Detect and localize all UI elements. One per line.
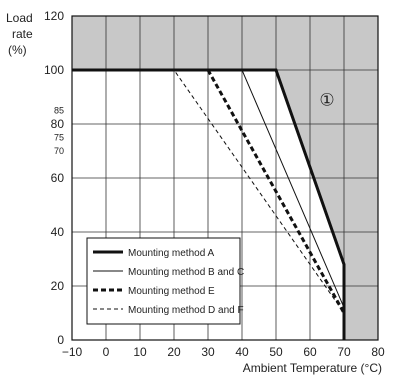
y-minor-tick-label: 70 xyxy=(54,146,64,156)
x-axis-label: Ambient Temperature (°C) xyxy=(243,361,382,375)
x-tick-label: 10 xyxy=(133,345,147,359)
legend: Mounting method A Mounting method B and C… xyxy=(86,237,244,325)
tick-labels: −10 0 10 20 30 40 50 60 70 8002040608010012085757… xyxy=(44,9,385,359)
y-axis-label-line: Load xyxy=(6,11,33,25)
x-tick-label: 20 xyxy=(167,345,181,359)
x-tick-label: 50 xyxy=(269,345,283,359)
shaded-region xyxy=(72,16,378,340)
y-tick-label: 100 xyxy=(44,63,64,77)
legend-entry-label: Mounting method D and F xyxy=(128,305,244,316)
y-axis-label-line: rate xyxy=(12,27,33,41)
legend-entry-label: Mounting method B and C xyxy=(128,267,244,278)
x-tick-label: −10 xyxy=(62,345,83,359)
x-tick-label: 0 xyxy=(103,345,110,359)
y-tick-label: 60 xyxy=(51,171,65,185)
x-tick-label: 60 xyxy=(303,345,317,359)
y-tick-label: 20 xyxy=(51,279,65,293)
shaded-area xyxy=(72,16,378,340)
x-tick-label: 80 xyxy=(371,345,385,359)
y-axis-label-line: (%) xyxy=(8,43,27,57)
series-lines xyxy=(72,68,346,340)
plot-frame xyxy=(71,15,379,341)
y-tick-label: 80 xyxy=(51,117,65,131)
series-line-4 xyxy=(72,69,345,314)
region-1-label: ① xyxy=(319,91,334,110)
x-tick-label: 70 xyxy=(337,345,351,359)
y-tick-label: 120 xyxy=(44,9,64,23)
y-minor-tick-label: 85 xyxy=(54,106,64,116)
x-tick-label: 30 xyxy=(201,345,215,359)
legend-entry-label: Mounting method E xyxy=(128,286,215,297)
y-minor-tick-label: 75 xyxy=(54,133,64,143)
legend-entry-label: Mounting method A xyxy=(128,248,214,259)
y-tick-label: 40 xyxy=(51,225,65,239)
series-line-3 xyxy=(72,68,346,340)
y-tick-label: 0 xyxy=(57,333,64,347)
y-axis-label: Load rate (%) xyxy=(6,11,33,57)
x-tick-label: 40 xyxy=(235,345,249,359)
